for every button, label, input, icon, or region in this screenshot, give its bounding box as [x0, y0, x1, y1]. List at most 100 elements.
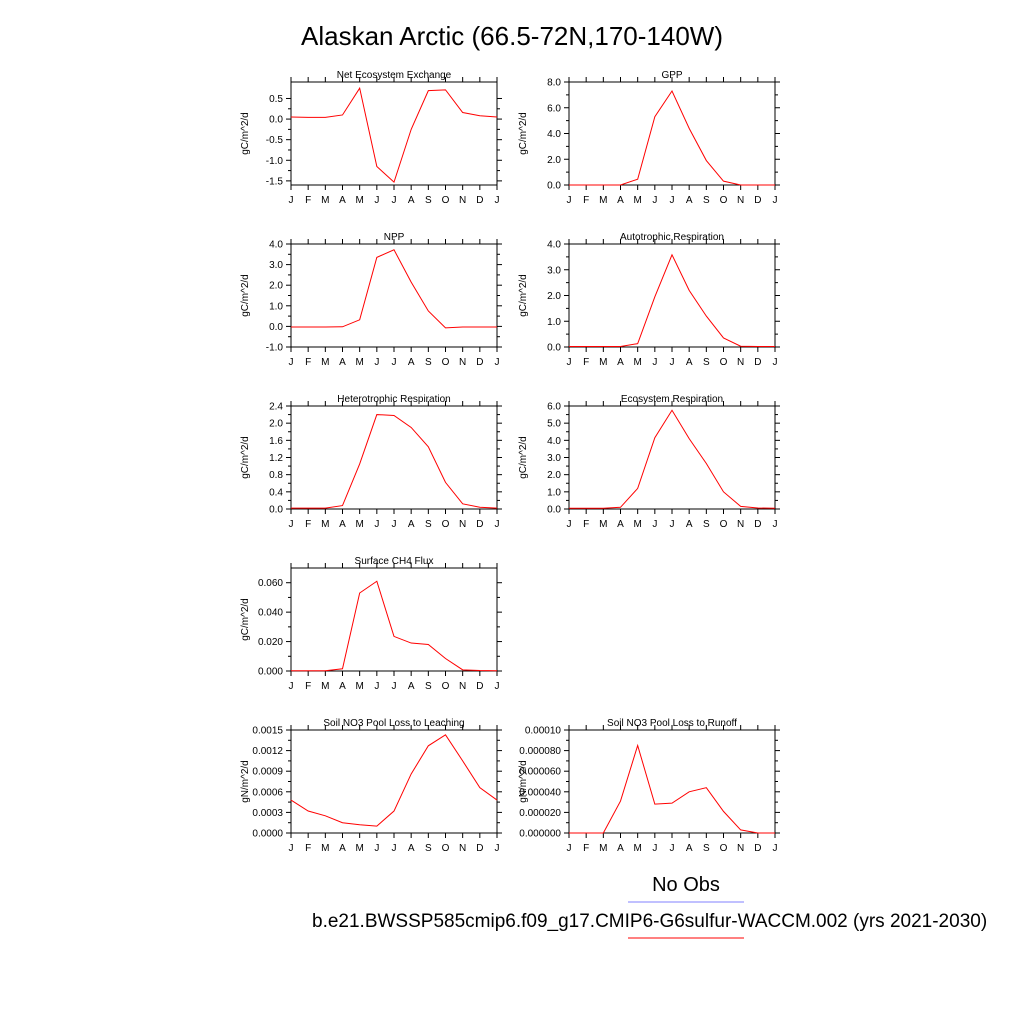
x-tick-label: S	[703, 843, 710, 854]
x-tick-label: N	[459, 519, 466, 530]
x-tick-label: A	[408, 843, 415, 854]
x-tick-label: J	[670, 843, 675, 854]
series-line	[290, 86, 498, 184]
x-tick-label: S	[425, 681, 432, 692]
panel-grid: Net Ecosystem Exchange gC/m^2/d -1.5 -1.0 -0…	[240, 70, 780, 854]
x-tick-label: J	[289, 357, 294, 368]
y-tick-label: 0.00010	[525, 726, 562, 737]
plot-frame	[568, 243, 776, 348]
x-tick-label: J	[567, 519, 572, 530]
panel-6: Ecosystem Respiration gC/m^2/d 0.0 1.0 2.0 3.…	[518, 394, 780, 530]
x-tick-label: M	[599, 357, 607, 368]
x-tick-label: M	[321, 195, 329, 206]
x-tick-label: A	[617, 357, 624, 368]
x-tick-label: A	[686, 357, 693, 368]
x-tick-label: S	[425, 519, 432, 530]
series-line	[569, 743, 775, 834]
x-tick-label: D	[754, 195, 761, 206]
x-tick-label: D	[476, 195, 483, 206]
panel-9: Soil NO3 Pool Loss to RunoffgN/m^2/d0.00…	[518, 718, 780, 854]
panel-title: Heterotrophic Respiration	[337, 394, 450, 405]
x-tick-label: A	[408, 681, 415, 692]
x-tick-label: O	[442, 843, 450, 854]
panel-title: GPP	[661, 70, 682, 81]
x-tick-label: J	[374, 681, 379, 692]
x-tick-label: O	[720, 843, 728, 854]
y-tick-label: -0.5	[266, 135, 284, 146]
x-tick-label: J	[773, 843, 778, 854]
y-tick-label: 4.0	[547, 129, 561, 140]
x-tick-label: J	[392, 519, 397, 530]
y-tick-label: 0.000020	[519, 808, 561, 819]
x-tick-label: J	[495, 843, 500, 854]
series-line	[291, 580, 498, 672]
x-tick-label: A	[339, 195, 346, 206]
x-tick-label: M	[321, 681, 329, 692]
x-tick-label: F	[583, 357, 589, 368]
x-tick-label: J	[670, 195, 675, 206]
x-tick-label: S	[703, 195, 710, 206]
x-tick-label: J	[374, 357, 379, 368]
x-tick-label: J	[652, 519, 657, 530]
y-tick-label: 0.0	[547, 343, 561, 354]
y-tick-label: 8.0	[547, 78, 561, 89]
y-tick-label: 0.4	[269, 487, 283, 498]
y-tick-label: 0.040	[258, 608, 283, 619]
panel-8: Soil NO3 Pool Loss to LeachinggN/m^2/d0.…	[240, 718, 502, 854]
y-tick-label: 1.0	[547, 317, 561, 328]
legend-obs-label: No Obs	[652, 874, 720, 896]
x-tick-label: D	[754, 843, 761, 854]
panel-title: NPP	[384, 232, 405, 243]
x-tick-label: A	[339, 681, 346, 692]
y-axis-label: gC/m^2/d	[518, 436, 529, 479]
y-tick-label: -1.0	[266, 156, 284, 167]
x-tick-label: O	[720, 195, 728, 206]
x-tick-label: J	[567, 357, 572, 368]
y-tick-label: 1.0	[547, 487, 561, 498]
x-tick-label: N	[459, 681, 466, 692]
series-line	[291, 249, 497, 329]
legend-model-label: b.e21.BWSSP585cmip6.f09_g17.CMIP6-G6sulf…	[312, 911, 987, 932]
y-tick-label: 0.000	[258, 667, 283, 678]
x-tick-label: A	[617, 519, 624, 530]
x-tick-label: A	[617, 843, 624, 854]
x-tick-label: F	[305, 681, 311, 692]
x-tick-label: D	[476, 519, 483, 530]
y-tick-label: 2.0	[547, 291, 561, 302]
x-tick-label: M	[633, 519, 641, 530]
x-tick-label: F	[583, 519, 589, 530]
x-tick-label: S	[703, 519, 710, 530]
x-tick-label: M	[355, 195, 363, 206]
x-tick-label: M	[599, 519, 607, 530]
y-tick-label: 0.8	[269, 470, 283, 481]
x-tick-label: J	[289, 681, 294, 692]
y-tick-label: 0.0012	[252, 746, 283, 757]
series-line	[291, 414, 498, 509]
plot-frame	[290, 567, 498, 672]
x-tick-label: F	[305, 519, 311, 530]
x-tick-label: J	[374, 195, 379, 206]
x-tick-label: D	[476, 843, 483, 854]
y-tick-label: 6.0	[547, 402, 561, 413]
x-tick-label: J	[374, 519, 379, 530]
y-axis-label: gN/m^2/d	[240, 760, 251, 803]
x-tick-label: J	[652, 357, 657, 368]
x-tick-label: F	[583, 195, 589, 206]
x-tick-label: A	[686, 519, 693, 530]
y-tick-label: 0.5	[269, 94, 283, 105]
y-tick-label: 1.2	[269, 453, 283, 464]
plot-frame	[290, 81, 498, 186]
x-tick-label: F	[305, 195, 311, 206]
y-tick-label: 2.0	[547, 470, 561, 481]
x-tick-label: J	[495, 357, 500, 368]
x-tick-label: M	[321, 357, 329, 368]
x-tick-label: J	[495, 195, 500, 206]
x-tick-label: A	[408, 519, 415, 530]
series-line	[290, 734, 498, 827]
x-tick-label: M	[599, 195, 607, 206]
y-tick-label: 2.0	[269, 281, 283, 292]
y-tick-label: 2.0	[269, 419, 283, 430]
x-tick-label: A	[408, 357, 415, 368]
x-tick-label: A	[686, 843, 693, 854]
x-tick-label: O	[720, 357, 728, 368]
